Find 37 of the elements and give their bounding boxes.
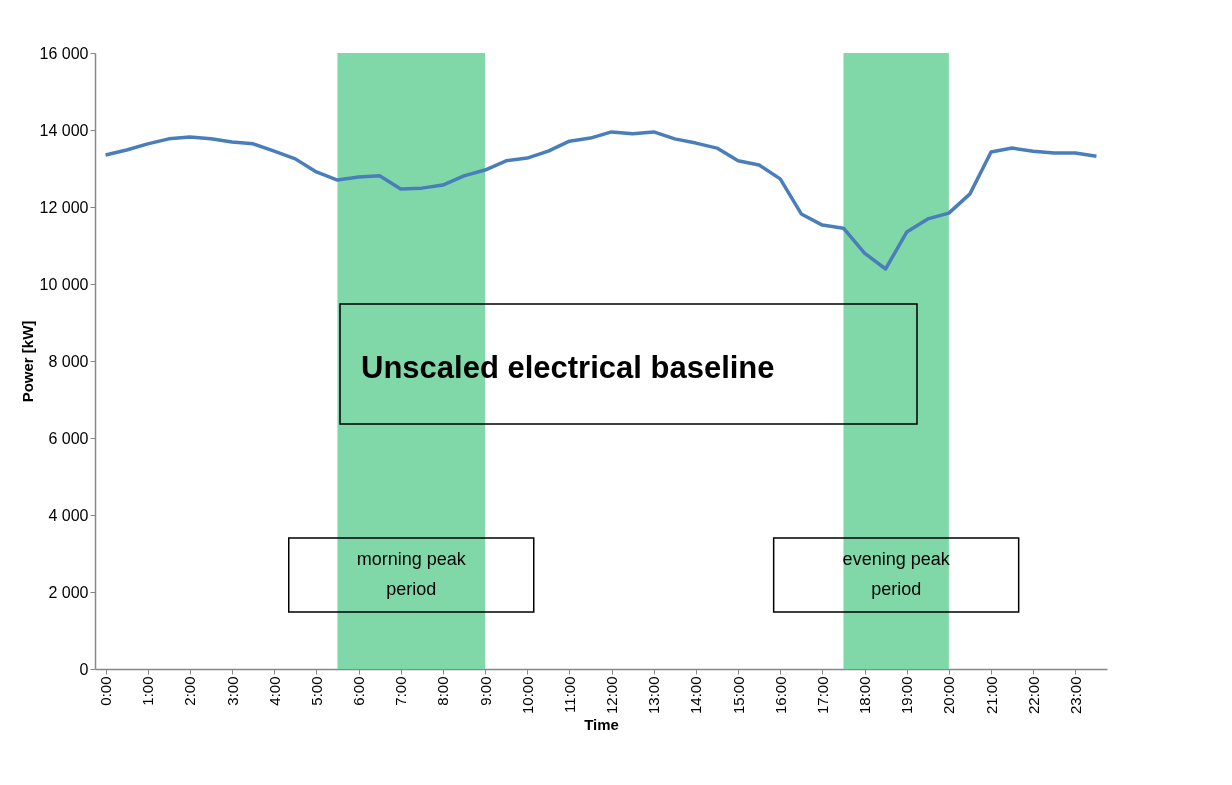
x-tick-label: 13:00 xyxy=(645,676,663,715)
y-tick-label: 14 000 xyxy=(39,121,89,139)
x-tick-label: 18:00 xyxy=(856,676,874,715)
y-tick-label: 2 000 xyxy=(48,583,89,601)
x-tick-label: 14:00 xyxy=(687,676,705,715)
y-tick-label: 4 000 xyxy=(48,506,89,524)
x-tick-label: 2:00 xyxy=(181,676,199,706)
x-tick-label: 5:00 xyxy=(307,676,325,706)
x-tick-label: 4:00 xyxy=(265,676,283,706)
y-axis-title: Power [kW] xyxy=(18,320,36,403)
x-axis-title: Time xyxy=(584,716,619,734)
x-tick-label: 15:00 xyxy=(729,676,747,715)
x-tick-label: 21:00 xyxy=(982,676,1000,715)
x-tick-label: 23:00 xyxy=(1066,676,1084,715)
x-tick-label: 0:00 xyxy=(97,676,115,706)
x-tick-label: 22:00 xyxy=(1024,676,1042,715)
y-tick-label: 0 xyxy=(79,660,89,678)
x-tick-label: 12:00 xyxy=(603,676,621,715)
x-tick-label: 16:00 xyxy=(771,676,789,715)
x-tick-label: 1:00 xyxy=(139,676,157,706)
y-tick-label: 6 000 xyxy=(48,429,89,447)
x-tick-label: 10:00 xyxy=(518,676,536,715)
x-tick-label: 8:00 xyxy=(434,676,452,706)
y-tick-label: 8 000 xyxy=(48,352,89,370)
x-tick-label: 19:00 xyxy=(898,676,916,715)
x-tick-label: 17:00 xyxy=(813,676,831,715)
line-series xyxy=(103,130,1099,271)
y-tick-label: 10 000 xyxy=(39,275,89,293)
y-tick-label: 16 000 xyxy=(39,44,89,62)
x-tick-label: 6:00 xyxy=(350,676,368,706)
x-tick-label: 20:00 xyxy=(940,676,958,715)
y-tick-label: 12 000 xyxy=(39,198,89,216)
x-tick-label: 7:00 xyxy=(392,676,410,706)
x-tick-label: 11:00 xyxy=(560,676,578,713)
x-tick-label: 3:00 xyxy=(223,676,241,706)
x-tick-label: 9:00 xyxy=(476,676,494,706)
band-label: morning peak period xyxy=(356,549,467,599)
